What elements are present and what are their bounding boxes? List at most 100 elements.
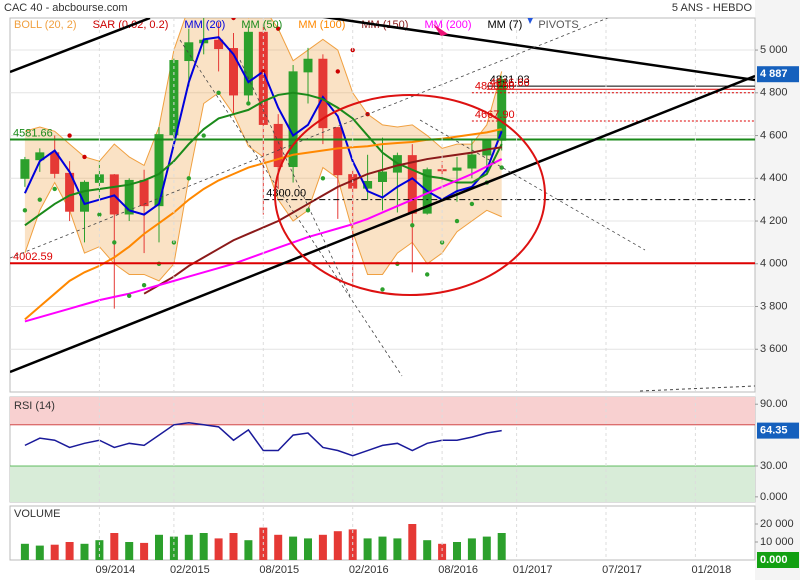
- candle-body: [229, 48, 238, 96]
- moving-average: [24, 91, 503, 227]
- sar-dot: [22, 208, 28, 213]
- y-tick-label: 0.000: [760, 491, 788, 503]
- channel-line: [419, 119, 646, 251]
- volume-bar: [155, 534, 163, 560]
- current-value-label: 0.000: [760, 554, 788, 566]
- arrow: [527, 18, 533, 24]
- volume-bar: [453, 542, 461, 560]
- legend-entry: MM (20): [184, 19, 225, 31]
- channel-line: [10, 18, 609, 259]
- volume-bar: [214, 538, 223, 560]
- volume-bar: [80, 543, 89, 560]
- x-tick-label: 07/2017: [602, 564, 642, 576]
- candle-body: [467, 154, 477, 169]
- overbought-zone: [10, 397, 755, 425]
- sar-dot: [97, 212, 102, 217]
- sar-dot: [201, 133, 206, 138]
- volume-bar: [393, 538, 402, 560]
- level-label: 4002.59: [13, 251, 53, 263]
- candle-body: [184, 42, 194, 62]
- sar-dot: [454, 218, 460, 224]
- y-tick-label: 5 000: [760, 44, 788, 56]
- sar-dot: [37, 197, 42, 202]
- volume-bar: [363, 538, 372, 560]
- y-tick-label: 10 000: [760, 536, 794, 548]
- sar-dot: [186, 176, 191, 181]
- level-label: 4800.00: [475, 81, 515, 93]
- level-label: 4300.00: [266, 188, 306, 200]
- x-tick-label: 09/2014: [96, 564, 136, 576]
- candle-body: [482, 139, 492, 156]
- sar-dot: [231, 18, 236, 21]
- x-tick-label: 02/2015: [170, 564, 210, 576]
- price-panel: 4581.66 4002.59 4300.00 4831.034816.664800.…: [10, 18, 755, 350]
- volume-bar: [125, 542, 134, 560]
- y-tick-label: 4 800: [760, 87, 788, 99]
- candle-body: [407, 155, 417, 214]
- y-tick-label: 4 200: [760, 215, 788, 227]
- sar-dot: [141, 282, 147, 288]
- y-tick-label: 3 800: [760, 300, 788, 312]
- candle-body: [50, 152, 60, 174]
- candle-body: [35, 152, 45, 161]
- current-value-box: [757, 552, 799, 568]
- x-tick-label: 08/2015: [259, 564, 299, 576]
- volume-bar: [333, 531, 342, 560]
- volume-bar: [467, 538, 476, 560]
- volume-bar: [110, 533, 119, 560]
- candle-body: [378, 171, 387, 182]
- bollinger-line: [24, 18, 503, 167]
- legend-entry: MM (50): [241, 19, 282, 31]
- axis-strip: [755, 0, 800, 580]
- candle-body: [273, 123, 283, 168]
- volume-bar: [289, 536, 298, 560]
- volume-bar: [184, 534, 193, 560]
- legend-entry: MM (200): [424, 19, 471, 31]
- x-tick-label: 01/2018: [692, 564, 732, 576]
- rsi-panel: [10, 397, 755, 502]
- rsi-line: [24, 421, 502, 457]
- legend-entry: MM (7): [488, 19, 523, 31]
- candle-body: [303, 58, 313, 73]
- trend-line: [10, 18, 151, 74]
- volume-bar: [229, 533, 238, 560]
- sar-dot: [469, 201, 475, 207]
- x-tick-label: 01/2017: [513, 564, 553, 576]
- candle-body: [243, 31, 253, 96]
- volume-bar: [199, 533, 208, 560]
- volume-bar: [140, 542, 149, 560]
- sar-dot: [82, 154, 87, 160]
- sar-dot: [425, 272, 430, 277]
- level-label: 4831.03: [490, 74, 530, 86]
- y-tick-label: 3 600: [760, 343, 788, 355]
- volume-bar: [318, 534, 327, 560]
- chart-title: CAC 40 - abcbourse.com: [4, 2, 128, 14]
- y-tick-label: 4 600: [760, 129, 788, 141]
- candle-body: [318, 58, 328, 129]
- y-tick-label: 30.00: [760, 460, 788, 472]
- volume-bar: [274, 534, 283, 560]
- trend-line: [322, 18, 755, 82]
- candle-body: [214, 39, 224, 50]
- sar-dot: [127, 293, 132, 299]
- x-tick-label: 02/2016: [349, 564, 389, 576]
- sar-dot: [335, 69, 340, 74]
- sar-dot: [305, 208, 311, 213]
- candle-body: [139, 179, 149, 207]
- level-label: 4816.66: [490, 77, 530, 89]
- y-tick-label: 90.00: [760, 398, 788, 410]
- sar-dot: [216, 90, 221, 96]
- trend-line: [10, 74, 755, 374]
- sar-dot: [112, 240, 117, 245]
- arrow: [433, 24, 448, 36]
- volume-bar: [35, 545, 44, 560]
- current-value-box: [757, 422, 799, 439]
- legend-entry: BOLL (20, 2): [14, 19, 77, 31]
- volume-bar: [408, 524, 417, 560]
- sar-dot: [246, 101, 251, 106]
- channel-line: [179, 39, 403, 377]
- sar-dot: [410, 223, 415, 228]
- sar-dot: [67, 133, 72, 138]
- candle-body: [124, 179, 134, 215]
